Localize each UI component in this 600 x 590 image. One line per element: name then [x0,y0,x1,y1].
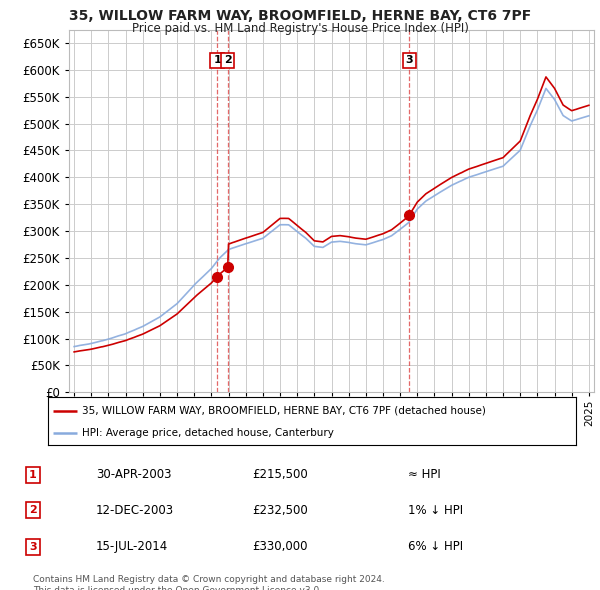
Text: £215,500: £215,500 [252,468,308,481]
Text: 35, WILLOW FARM WAY, BROOMFIELD, HERNE BAY, CT6 7PF: 35, WILLOW FARM WAY, BROOMFIELD, HERNE B… [69,9,531,23]
Text: 6% ↓ HPI: 6% ↓ HPI [408,540,463,553]
Text: Price paid vs. HM Land Registry's House Price Index (HPI): Price paid vs. HM Land Registry's House … [131,22,469,35]
Text: HPI: Average price, detached house, Canterbury: HPI: Average price, detached house, Cant… [82,428,334,438]
Text: Contains HM Land Registry data © Crown copyright and database right 2024.
This d: Contains HM Land Registry data © Crown c… [33,575,385,590]
Text: 35, WILLOW FARM WAY, BROOMFIELD, HERNE BAY, CT6 7PF (detached house): 35, WILLOW FARM WAY, BROOMFIELD, HERNE B… [82,405,486,415]
Text: £330,000: £330,000 [252,540,308,553]
Text: 3: 3 [29,542,37,552]
Text: 1: 1 [213,55,221,65]
Text: 15-JUL-2014: 15-JUL-2014 [96,540,168,553]
Text: 12-DEC-2003: 12-DEC-2003 [96,504,174,517]
Text: 3: 3 [406,55,413,65]
Text: ≈ HPI: ≈ HPI [408,468,441,481]
Text: 2: 2 [29,506,37,515]
Text: 1% ↓ HPI: 1% ↓ HPI [408,504,463,517]
Text: 30-APR-2003: 30-APR-2003 [96,468,172,481]
Text: 1: 1 [29,470,37,480]
Text: £232,500: £232,500 [252,504,308,517]
Text: 2: 2 [224,55,232,65]
